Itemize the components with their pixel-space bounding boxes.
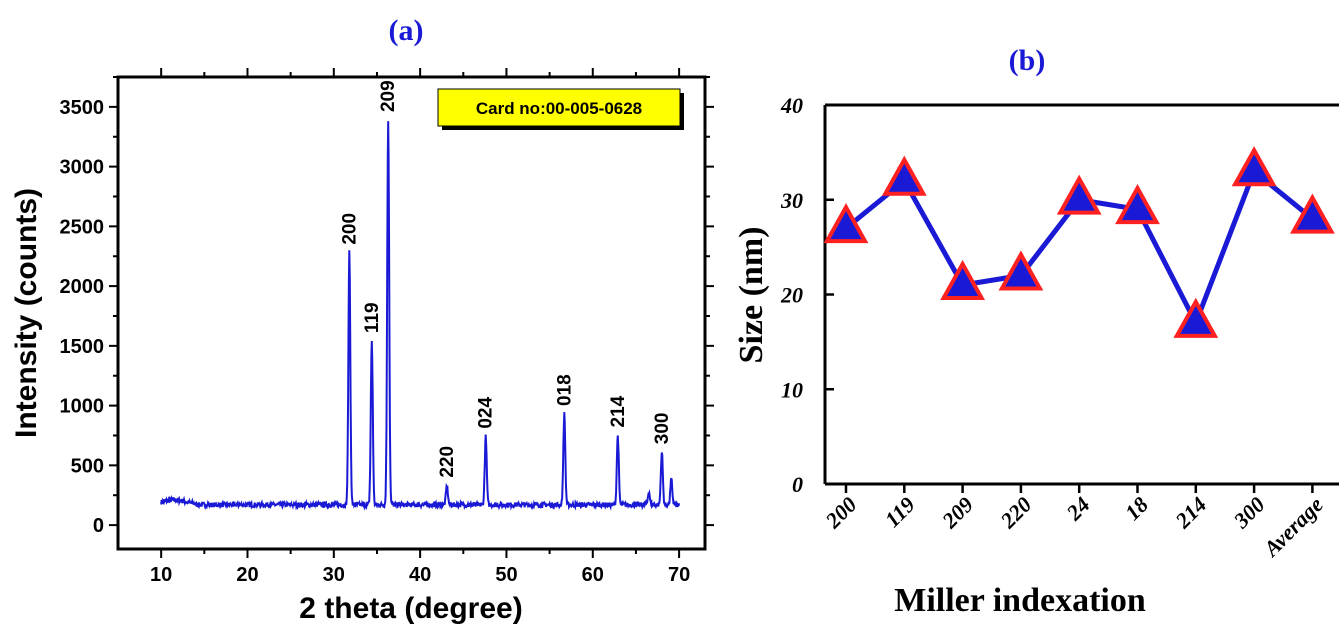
y-tick-label: 3000 xyxy=(60,157,105,179)
triangle-marker xyxy=(823,202,869,244)
x-tick-label: 70 xyxy=(668,564,690,586)
triangle-marker xyxy=(1056,174,1102,215)
peak-label: 220 xyxy=(437,446,458,478)
panel-b-x-axis-title: Miller indexation xyxy=(894,582,1146,619)
x-tick-label: 50 xyxy=(495,564,517,586)
y-tick-label: 20 xyxy=(780,283,803,308)
y-tick-label: 30 xyxy=(780,188,803,213)
x-tick-label: 24 xyxy=(1061,492,1095,526)
x-tick-label: 200 xyxy=(820,492,862,534)
triangle-marker xyxy=(1289,193,1335,234)
y-tick-label: 500 xyxy=(71,455,104,477)
panel-b-markers xyxy=(823,146,1335,338)
panel-a-ticks xyxy=(109,68,714,558)
panel-a-peak-labels: 200 119 209 220 024 018 214 300 xyxy=(339,80,672,477)
y-tick-label: 0 xyxy=(93,515,104,537)
panel-b-y-axis-title: Size (nm) xyxy=(733,227,770,364)
x-tick-label: 10 xyxy=(150,564,172,586)
peak-label: 119 xyxy=(362,302,383,333)
triangle-marker xyxy=(940,259,986,300)
y-tick-label: 1000 xyxy=(60,396,105,418)
y-tick-label: 10 xyxy=(781,377,803,402)
triangle-marker xyxy=(998,250,1044,291)
triangle-marker xyxy=(1115,184,1160,225)
x-tick-label: 209 xyxy=(936,492,978,534)
panel-a-y-axis-title: Intensity (counts) xyxy=(10,188,43,438)
triangle-marker xyxy=(1231,146,1277,187)
y-tick-label: 1500 xyxy=(60,336,105,358)
x-tick-label: Average xyxy=(1257,492,1328,563)
peak-label: 200 xyxy=(339,213,360,245)
y-tick-label: 0 xyxy=(792,472,803,497)
y-tick-label: 3500 xyxy=(60,97,105,119)
panel-a-series-line xyxy=(160,121,681,511)
panel-a-x-axis-title: 2 theta (degree) xyxy=(299,592,522,625)
x-tick-label: 220 xyxy=(995,492,1037,534)
x-tick-label: 18 xyxy=(1120,492,1153,525)
panel-b: (b) 0 10 20 30 40 200 119 209 220 24 18 214 300Avera… xyxy=(733,44,1339,619)
triangle-marker xyxy=(1173,297,1219,338)
x-tick-label: 60 xyxy=(582,564,604,586)
panel-a-label: (a) xyxy=(389,14,424,47)
x-tick-label: 20 xyxy=(236,564,258,586)
x-tick-label: 119 xyxy=(880,492,920,532)
y-tick-label: 2000 xyxy=(60,276,105,298)
peak-label: 024 xyxy=(476,397,497,429)
y-tick-label: 40 xyxy=(780,93,803,118)
panel-b-ticks xyxy=(825,103,1314,493)
card-annotation: Card no:00-005-0628 xyxy=(437,88,684,130)
x-tick-label: 40 xyxy=(409,564,431,586)
card-annotation-text: Card no:00-005-0628 xyxy=(476,99,642,118)
x-tick-label: 214 xyxy=(1170,492,1212,534)
y-tick-label: 2500 xyxy=(60,216,105,238)
x-tick-label: 300 xyxy=(1228,492,1270,534)
panel-a-plot-frame xyxy=(116,75,707,551)
x-tick-label: 30 xyxy=(323,564,345,586)
peak-label: 018 xyxy=(554,374,575,406)
peak-label: 214 xyxy=(608,395,629,427)
panel-b-label: (b) xyxy=(1009,44,1046,77)
peak-label: 209 xyxy=(378,80,399,112)
panel-a-tick-labels: 10 20 30 40 50 60 70 0 500 1000 1500 2000 2500 3000 35… xyxy=(60,97,691,586)
peak-label: 300 xyxy=(652,413,673,445)
triangle-marker xyxy=(881,155,927,196)
card-annotation-box xyxy=(437,88,681,127)
panel-a: (a) 10 20 30 40 50 60 70 0 500 1000 1500 2000 2500 30… xyxy=(10,14,714,625)
